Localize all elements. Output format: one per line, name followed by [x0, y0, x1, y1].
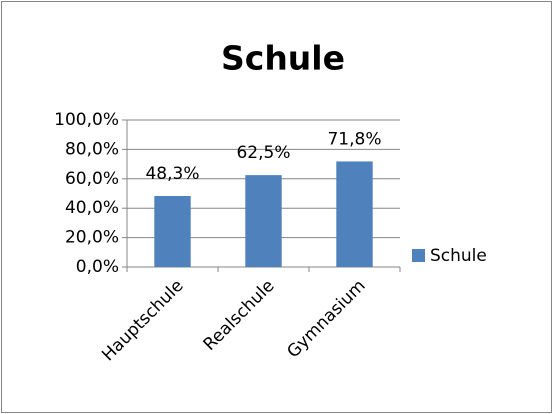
- data-label: 62,5%: [236, 143, 290, 163]
- y-tick-label: 80,0%: [65, 139, 119, 159]
- bar: [245, 175, 282, 267]
- y-tick-label: 20,0%: [65, 228, 119, 248]
- y-tick-label: 0,0%: [76, 257, 119, 277]
- chart-title: Schule: [221, 39, 345, 78]
- bar: [154, 195, 191, 267]
- y-tick-label: 100,0%: [54, 110, 119, 130]
- y-tick-label: 40,0%: [65, 198, 119, 218]
- data-label: 48,3%: [145, 164, 199, 184]
- bar: [336, 161, 373, 267]
- legend-label: Schule: [430, 246, 487, 266]
- y-tick-label: 60,0%: [65, 169, 119, 189]
- legend-swatch: [412, 249, 425, 262]
- data-label: 71,8%: [327, 129, 381, 149]
